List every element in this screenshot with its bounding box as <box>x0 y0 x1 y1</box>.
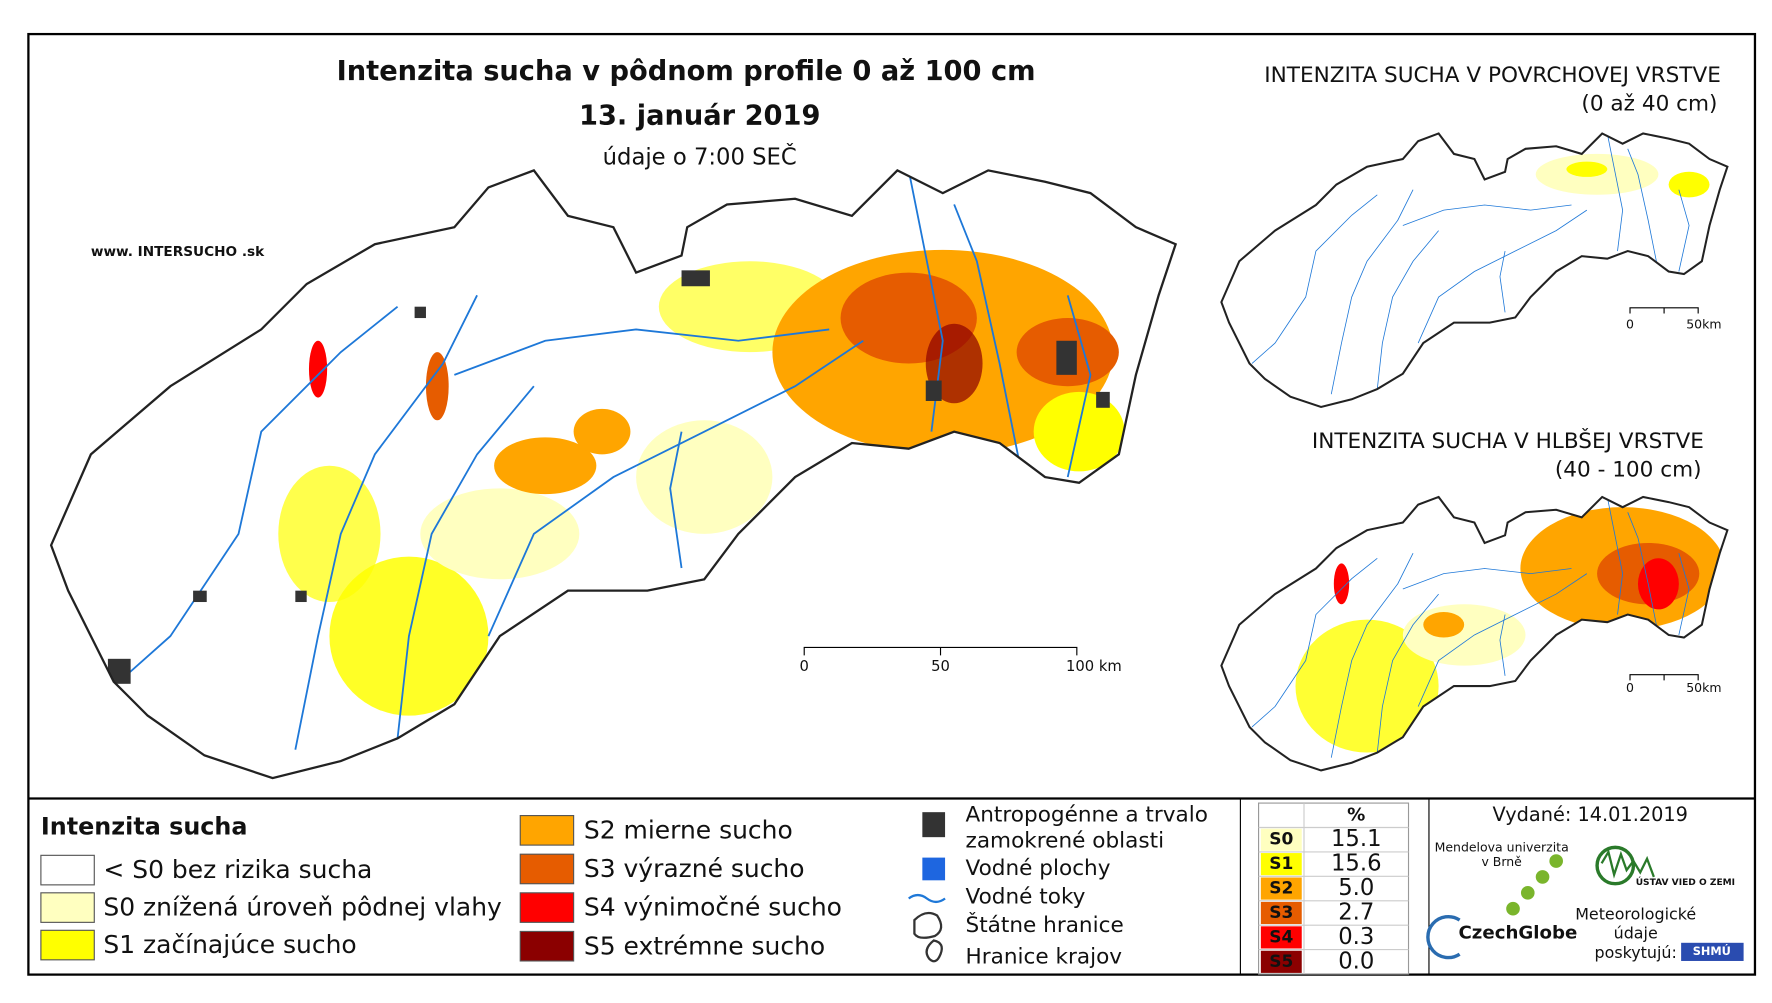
legend-swatch <box>519 853 575 885</box>
legend-label: S3 výrazné sucho <box>584 854 805 883</box>
class-percent: 0.0 <box>1338 948 1374 974</box>
symbol-label: Vodné plochy <box>966 856 1111 881</box>
legend-swatch <box>519 892 575 923</box>
legend-swatch <box>40 892 95 923</box>
class-cell <box>1260 877 1302 900</box>
scale-label: 100 km <box>1066 658 1122 675</box>
scale-bar <box>803 646 1078 656</box>
legend-swatch <box>519 815 575 846</box>
legend: < S0 bez rizika sucha S0 znížená úroveň p… <box>40 815 842 962</box>
map-subtitle: (0 až 40 cm) <box>1581 92 1717 117</box>
class-percent: 0.3 <box>1338 924 1374 950</box>
class-label: S5 <box>1269 952 1293 972</box>
symbol-label: Antropogénne a trvalo zamokrené oblasti <box>966 803 1208 854</box>
legend-label: S5 extrémne sucho <box>584 931 825 960</box>
map-date: 13. január 2019 <box>579 100 820 131</box>
class-percent: 15.1 <box>1331 826 1382 852</box>
scale-label: 50km <box>1686 316 1721 331</box>
shmu: SHMÚ <box>1693 944 1731 958</box>
stats-table: % S0 15.1 S1 15.6 S2 5.0 S3 2.7 S4 0.3 S5 0.0 <box>1258 802 1410 975</box>
map-subtitle: (40 - 100 cm) <box>1555 457 1702 482</box>
class-cell <box>1260 853 1302 876</box>
university: Mendelova univerzita v Brně <box>1435 839 1569 869</box>
scale-label: 50km <box>1686 680 1721 695</box>
map-subtitle: údaje o 7:00 SEČ <box>603 142 797 170</box>
map-title: Intenzita sucha v pôdnom profile 0 až 10… <box>337 56 1036 87</box>
scale-label: 50 <box>931 658 950 675</box>
shmu-logo <box>1681 942 1744 961</box>
issued-date: Vydané: 14.01.2019 <box>1493 803 1688 826</box>
class-label: S2 <box>1269 879 1293 899</box>
legend-swatch <box>40 854 95 886</box>
legend-label: S1 začínajúce sucho <box>103 930 356 959</box>
legend-swatch <box>40 929 95 961</box>
deep-map <box>1220 495 1729 772</box>
website: www. INTERSUCHO .sk <box>91 244 265 260</box>
legend-title: Intenzita sucha <box>41 813 248 841</box>
main-map <box>49 169 1177 780</box>
legend-label: S2 mierne sucho <box>584 815 793 844</box>
class-cell <box>1260 901 1302 925</box>
surface-map <box>1220 132 1729 408</box>
scale-label: 0 <box>1626 316 1634 331</box>
map-title: INTENZITA SUCHA V POVRCHOVEJ VRSTVE <box>1264 63 1721 88</box>
class-cell <box>1260 950 1302 973</box>
scale-label: 0 <box>800 658 809 675</box>
scale-label: 0 <box>1626 680 1634 695</box>
class-label: S3 <box>1269 903 1293 923</box>
map-title: INTENZITA SUCHA V HLBŠEJ VRSTVE <box>1312 428 1704 454</box>
class-label: S0 <box>1269 830 1293 850</box>
class-cell <box>1260 926 1302 949</box>
logo-arc <box>1426 914 1461 960</box>
czechglobe: CzechGlobe <box>1458 923 1577 944</box>
class-cell <box>1260 828 1302 851</box>
class-percent: 15.6 <box>1331 851 1382 877</box>
logo-dots <box>1506 854 1563 916</box>
provider: Meteorologické údaje poskytujú: <box>1575 904 1696 962</box>
symbol-label: Štátne hranice <box>966 912 1124 938</box>
institute: ÚSTAV VIED O ZEMI <box>1636 876 1735 888</box>
class-percent: 2.7 <box>1338 899 1374 925</box>
scale-bar <box>1629 674 1699 681</box>
legend-swatch <box>519 930 575 962</box>
symbol-label: Vodné toky <box>966 884 1086 909</box>
logo-ring <box>1595 845 1636 886</box>
class-percent: 5.0 <box>1338 875 1374 901</box>
table-header: % <box>1347 804 1365 825</box>
symbol-legend <box>908 812 946 963</box>
legend-label: < S0 bez rizika sucha <box>103 855 372 884</box>
legend-label: S0 znížená úroveň pôdnej vlahy <box>103 893 502 922</box>
class-label: S4 <box>1269 927 1293 947</box>
table-border <box>1258 802 1410 975</box>
scale-bar <box>1629 307 1699 314</box>
logo-wave <box>1600 848 1655 879</box>
legend-label: S4 výnimočné sucho <box>584 893 842 922</box>
symbol-label: Hranice krajov <box>966 945 1123 970</box>
class-label: S1 <box>1269 854 1293 874</box>
